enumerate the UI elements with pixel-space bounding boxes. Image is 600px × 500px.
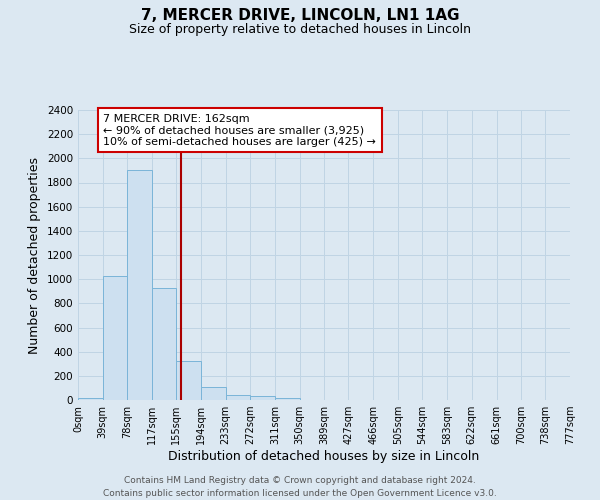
Text: Size of property relative to detached houses in Lincoln: Size of property relative to detached ho… xyxy=(129,22,471,36)
Bar xyxy=(127,170,152,400)
Bar xyxy=(103,276,127,400)
Text: 7, MERCER DRIVE, LINCOLN, LN1 1AG: 7, MERCER DRIVE, LINCOLN, LN1 1AG xyxy=(141,8,459,22)
Bar xyxy=(275,398,299,400)
Text: Contains HM Land Registry data © Crown copyright and database right 2024.: Contains HM Land Registry data © Crown c… xyxy=(124,476,476,485)
Bar xyxy=(226,394,250,400)
Bar xyxy=(152,288,176,400)
Bar xyxy=(176,362,201,400)
Y-axis label: Number of detached properties: Number of detached properties xyxy=(28,156,41,354)
Bar xyxy=(201,388,226,400)
Bar xyxy=(78,398,103,400)
Bar xyxy=(250,396,275,400)
X-axis label: Distribution of detached houses by size in Lincoln: Distribution of detached houses by size … xyxy=(169,450,479,463)
Text: Contains public sector information licensed under the Open Government Licence v3: Contains public sector information licen… xyxy=(103,489,497,498)
Text: 7 MERCER DRIVE: 162sqm
← 90% of detached houses are smaller (3,925)
10% of semi-: 7 MERCER DRIVE: 162sqm ← 90% of detached… xyxy=(103,114,376,147)
